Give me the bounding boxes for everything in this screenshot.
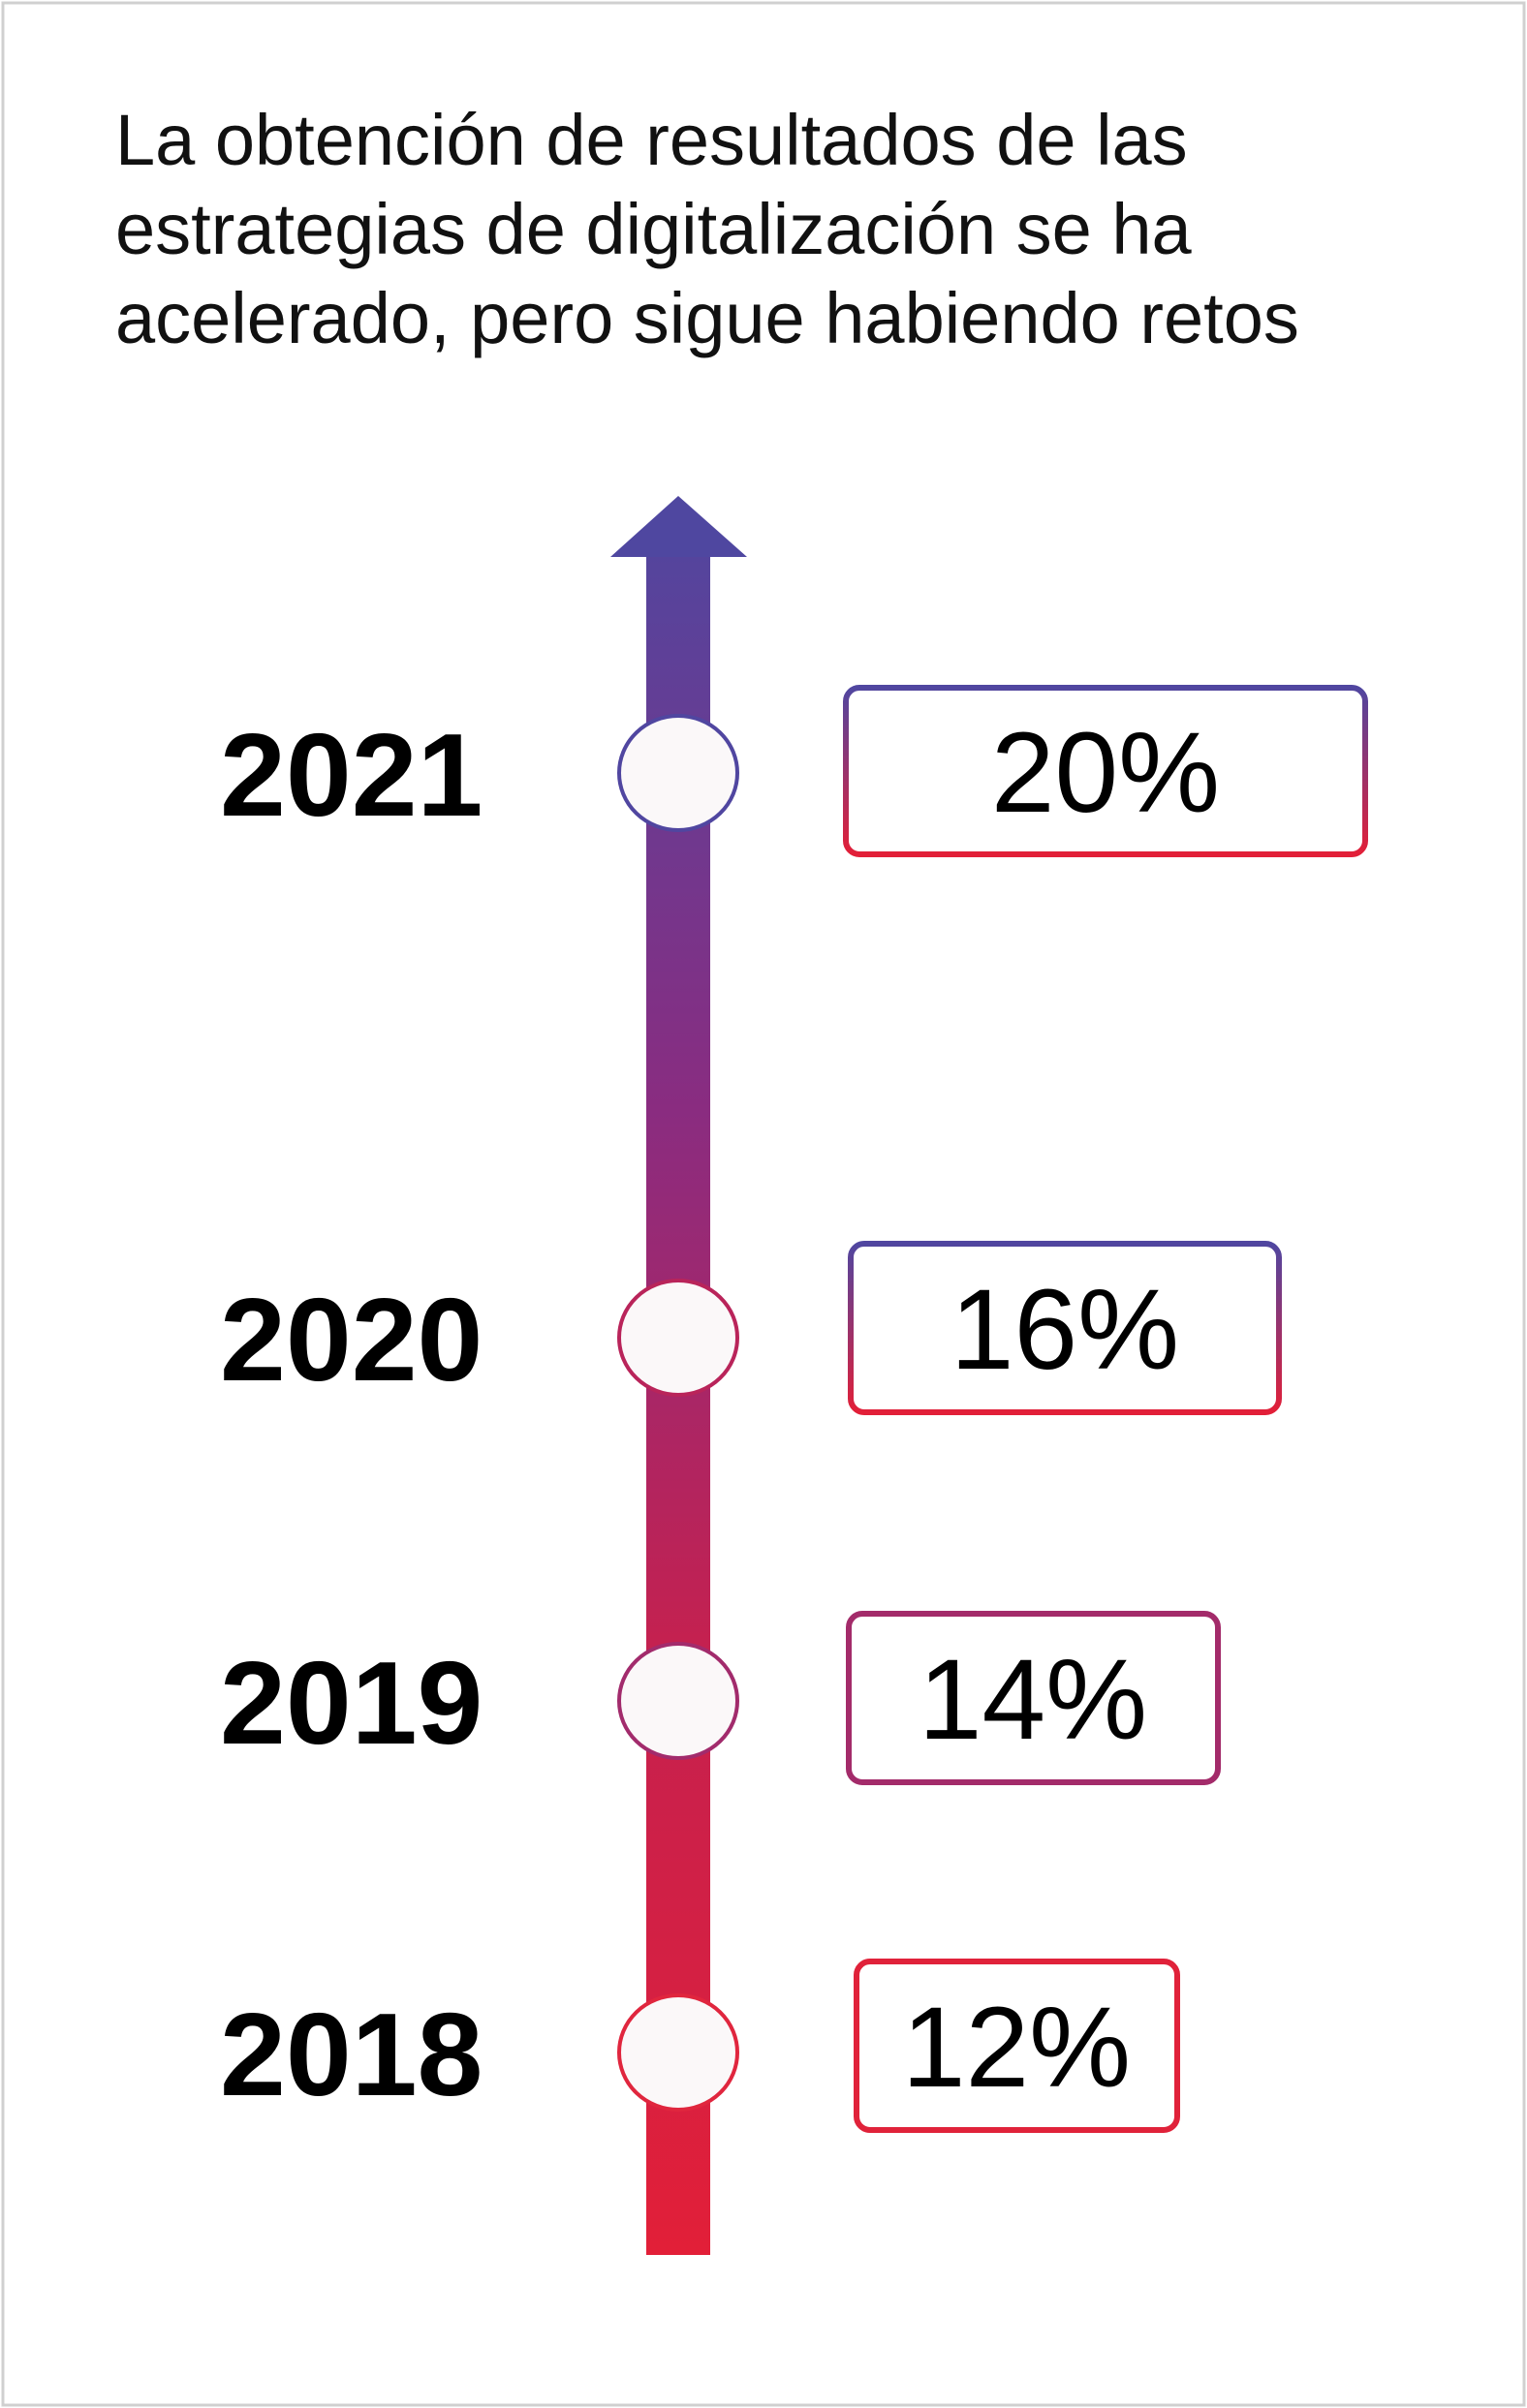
value-box [843, 685, 1368, 857]
timeline-arrow [610, 496, 747, 2255]
title-line-3: acelerado, pero sigue habiendo retos [115, 278, 1299, 358]
timeline-node [617, 1642, 739, 1760]
timeline-item-2018: 2018 12% [220, 1959, 1180, 2133]
value-box [854, 1959, 1180, 2133]
timeline-item-2019: 2019 14% [220, 1611, 1221, 1785]
year-label: 2019 [220, 1637, 483, 1769]
arrow-up-icon [610, 496, 747, 557]
timeline-item-2021: 2021 20% [220, 685, 1368, 857]
year-label: 2020 [220, 1274, 483, 1405]
title: La obtención de resultados de las estrat… [115, 100, 1299, 358]
title-line-2: estrategias de digitalización se ha [115, 189, 1193, 269]
value-box [848, 1241, 1282, 1415]
timeline-node [617, 714, 739, 832]
value-box [846, 1611, 1221, 1785]
title-line-1: La obtención de resultados de las [115, 100, 1188, 180]
timeline-node [617, 1993, 739, 2112]
timeline-node [617, 1279, 739, 1397]
timeline-bar [646, 552, 710, 2255]
year-label: 2021 [220, 709, 483, 841]
year-label: 2018 [220, 1989, 483, 2120]
value-label: 20% [991, 709, 1220, 837]
value-label: 16% [950, 1266, 1179, 1394]
timeline-item-2020: 2020 16% [220, 1241, 1282, 1415]
value-label: 12% [902, 1984, 1131, 2112]
value-label: 14% [919, 1636, 1147, 1764]
